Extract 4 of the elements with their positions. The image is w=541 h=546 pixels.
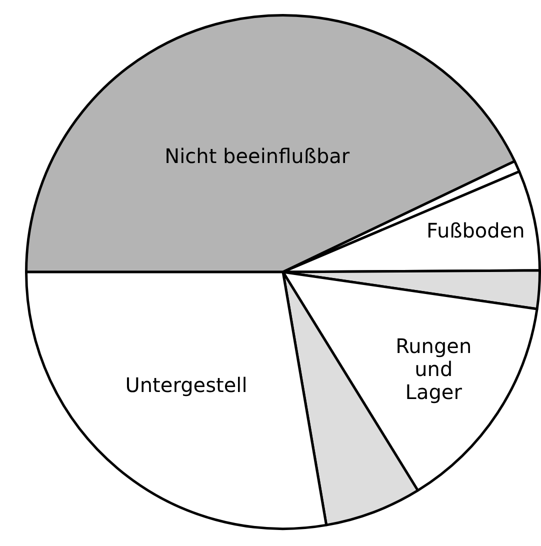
slice-label: Nicht beeinflußbar xyxy=(164,144,350,168)
slice-label: Fußboden xyxy=(426,218,525,242)
slice-label: Untergestell xyxy=(125,372,248,397)
slice-label: Rungen und Lager xyxy=(396,334,472,404)
